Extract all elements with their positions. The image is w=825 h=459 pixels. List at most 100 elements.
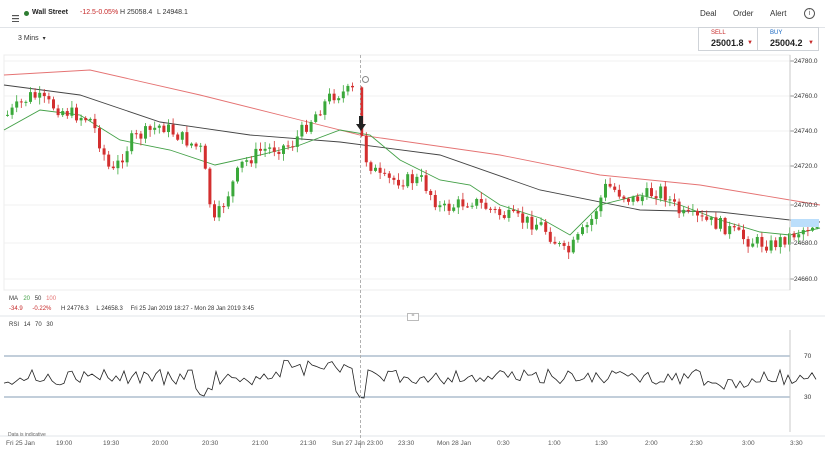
candle-body bbox=[203, 145, 207, 169]
candle-body bbox=[447, 203, 451, 211]
candle-body bbox=[668, 199, 672, 201]
candle-body bbox=[456, 199, 460, 208]
candle-body bbox=[521, 213, 525, 223]
timeframe-select[interactable]: 3 Mins ▾ bbox=[18, 35, 46, 42]
candle-body bbox=[286, 145, 290, 147]
y-tick-label: 24660.0 bbox=[794, 276, 818, 283]
candle-body bbox=[719, 218, 722, 229]
candle-body bbox=[502, 215, 506, 218]
x-tick-label: 21:00 bbox=[252, 440, 269, 447]
ma-100-line bbox=[3, 69, 821, 206]
candle-body bbox=[268, 147, 272, 149]
candle-body bbox=[806, 230, 810, 232]
candle-body bbox=[622, 196, 626, 199]
high-value: H 25058.4 bbox=[120, 9, 153, 16]
candle-body bbox=[429, 190, 433, 195]
ma-period-100: 100 bbox=[46, 296, 57, 302]
candle-body bbox=[341, 91, 345, 99]
order-button[interactable]: Order bbox=[733, 9, 754, 18]
buy-button[interactable]: BUY 25004.2 ▼ bbox=[757, 27, 819, 51]
x-tick-label: 0:30 bbox=[497, 440, 510, 447]
ma-20-line bbox=[3, 109, 821, 236]
sell-label: SELL bbox=[711, 30, 726, 36]
candle-body bbox=[65, 111, 69, 116]
x-tick-label: 20:30 bbox=[202, 440, 219, 447]
menu-icon[interactable] bbox=[12, 9, 19, 23]
candle-body bbox=[604, 183, 607, 198]
y-tick-label: 24720.0 bbox=[794, 163, 818, 170]
candle-body bbox=[627, 198, 630, 202]
candle-body bbox=[470, 205, 474, 207]
candle-body bbox=[47, 96, 51, 100]
candle-body bbox=[88, 118, 92, 121]
candle-body bbox=[245, 160, 249, 162]
candle-body bbox=[797, 234, 801, 238]
x-tick-label: 20:00 bbox=[152, 440, 169, 447]
candle-body bbox=[636, 196, 640, 202]
candle-body bbox=[323, 101, 327, 115]
candle-body bbox=[815, 227, 819, 229]
y-tick-label: 24780.0 bbox=[794, 58, 818, 65]
candle-body bbox=[61, 111, 65, 116]
candle-body bbox=[84, 117, 88, 121]
candle-body bbox=[180, 132, 184, 140]
candle-body bbox=[507, 209, 511, 218]
ma-change-percent: -0.22% bbox=[32, 306, 52, 312]
ma-50-line bbox=[3, 84, 821, 223]
candle-body bbox=[558, 243, 561, 245]
candle-body bbox=[599, 197, 603, 212]
candle-body bbox=[765, 246, 768, 251]
candle-body bbox=[617, 189, 621, 197]
candle-body bbox=[811, 227, 814, 231]
time-axis: Fri 25 Jan 19:00 19:30 20:00 20:30 21:00 21:30… bbox=[0, 435, 825, 447]
x-tick-label: 2:00 bbox=[645, 440, 658, 447]
candle-body bbox=[645, 188, 649, 197]
info-icon[interactable]: i bbox=[804, 8, 815, 19]
candlestick-series bbox=[6, 82, 819, 260]
x-tick-label: 1:30 bbox=[595, 440, 608, 447]
change-percent: -0.05% bbox=[96, 9, 119, 16]
alert-button[interactable]: Alert bbox=[770, 9, 787, 18]
candle-body bbox=[530, 216, 534, 230]
price-down-arrow-icon: ▼ bbox=[808, 40, 814, 46]
candle-body bbox=[309, 121, 313, 132]
candle-body bbox=[498, 209, 502, 216]
y-tick-label: 24760.0 bbox=[794, 93, 818, 100]
candle-body bbox=[755, 236, 759, 244]
candle-body bbox=[535, 224, 538, 230]
ma-range: Fri 25 Jan 2019 18:27 - Mon 28 Jan 2019 … bbox=[130, 306, 254, 312]
candle-body bbox=[10, 107, 14, 115]
rsi-line bbox=[3, 359, 817, 399]
candle-body bbox=[144, 126, 147, 139]
candle-body bbox=[571, 239, 575, 253]
candle-body bbox=[433, 194, 437, 208]
candle-body bbox=[300, 124, 304, 137]
candle-body bbox=[171, 124, 175, 135]
deal-button[interactable]: Deal bbox=[700, 9, 717, 18]
candle-body bbox=[351, 85, 354, 88]
rsi-tick-label: 30 bbox=[804, 394, 812, 401]
crosshair-line bbox=[360, 55, 361, 448]
candle-body bbox=[360, 87, 364, 136]
candle-body bbox=[236, 167, 239, 182]
candle-body bbox=[139, 133, 143, 139]
candle-body bbox=[249, 160, 253, 164]
candle-body bbox=[107, 154, 111, 167]
candle-body bbox=[590, 218, 594, 225]
candle-body bbox=[714, 217, 718, 229]
instrument-name[interactable]: Wall Street bbox=[32, 9, 68, 16]
rsi-legend: RSI 14 70 30 bbox=[9, 322, 53, 328]
ma-period-50: 50 bbox=[34, 296, 42, 302]
ma-stats: -34.9 -0.22% H 24776.3 L 24658.3 Fri 25 … bbox=[9, 306, 254, 312]
candle-body bbox=[98, 128, 101, 149]
panel-resize-handle[interactable]: = bbox=[407, 313, 419, 321]
candle-body bbox=[125, 151, 129, 163]
x-tick-label: 1:00 bbox=[548, 440, 561, 447]
candle-body bbox=[401, 185, 405, 187]
candle-body bbox=[226, 196, 230, 207]
candle-body bbox=[548, 231, 552, 242]
candle-body bbox=[19, 101, 23, 103]
candle-body bbox=[512, 209, 515, 212]
sell-price: 25001.8 bbox=[711, 38, 744, 48]
